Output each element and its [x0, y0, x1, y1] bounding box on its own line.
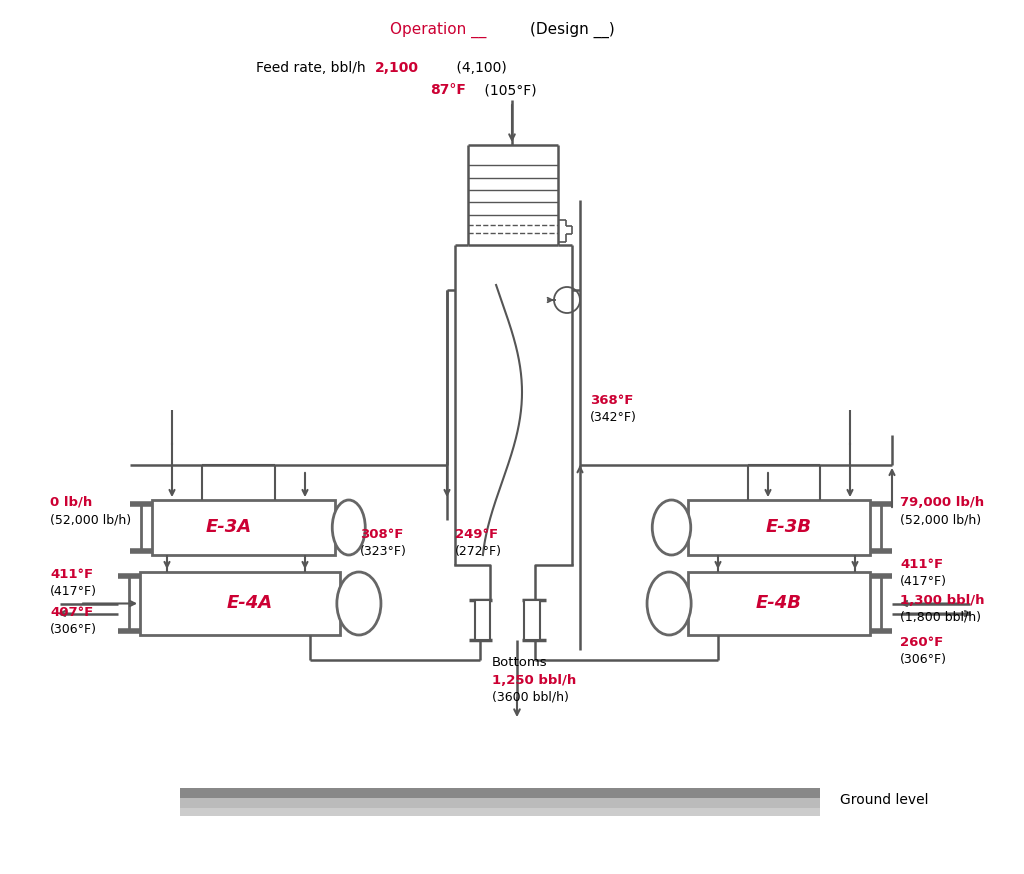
Text: 87°F: 87°F [430, 83, 466, 97]
Text: (323°F): (323°F) [360, 545, 407, 558]
Bar [140, 572, 340, 635]
Text: 411°F: 411°F [900, 558, 943, 572]
Text: 2,100: 2,100 [375, 61, 419, 75]
Text: (417°F): (417°F) [50, 586, 97, 599]
Text: (52,000 lb/h): (52,000 lb/h) [900, 514, 981, 526]
Text: 407°F: 407°F [50, 607, 93, 620]
Text: Feed rate, bbl/h: Feed rate, bbl/h [256, 61, 370, 75]
Bar [688, 500, 870, 555]
Text: 260°F: 260°F [900, 635, 943, 649]
Text: Operation __: Operation __ [390, 22, 486, 38]
Text: (272°F): (272°F) [455, 545, 502, 558]
Ellipse shape [652, 500, 691, 555]
Text: (Design __): (Design __) [530, 22, 614, 38]
Ellipse shape [647, 572, 691, 635]
Ellipse shape [332, 500, 366, 555]
Text: (3600 bbl/h): (3600 bbl/h) [492, 690, 569, 704]
Text: E-4B: E-4B [756, 594, 802, 613]
Bar [688, 572, 870, 635]
Text: E-4A: E-4A [227, 594, 273, 613]
Bar [180, 798, 820, 808]
Bar [180, 808, 820, 816]
Text: (342°F): (342°F) [590, 412, 637, 425]
Text: 411°F: 411°F [50, 568, 93, 581]
Bar [152, 500, 335, 555]
Text: 249°F: 249°F [455, 529, 498, 542]
Text: 1,300 bbl/h: 1,300 bbl/h [900, 593, 984, 607]
Text: (105°F): (105°F) [480, 83, 537, 97]
Bar [475, 600, 490, 640]
Text: (52,000 lb/h): (52,000 lb/h) [50, 514, 131, 526]
Text: 79,000 lb/h: 79,000 lb/h [900, 496, 984, 509]
Text: (306°F): (306°F) [50, 623, 97, 636]
Bar [524, 600, 540, 640]
Ellipse shape [337, 572, 381, 635]
Text: 0 lb/h: 0 lb/h [50, 496, 92, 509]
Text: (306°F): (306°F) [900, 653, 947, 665]
Text: E-3B: E-3B [766, 518, 812, 537]
Text: Ground level: Ground level [840, 793, 929, 807]
Text: (1,800 bbl/h): (1,800 bbl/h) [900, 611, 981, 623]
Text: 308°F: 308°F [360, 529, 403, 542]
Text: (4,100): (4,100) [452, 61, 507, 75]
Text: 368°F: 368°F [590, 393, 634, 406]
Text: (417°F): (417°F) [900, 575, 947, 588]
Text: 1,250 bbl/h: 1,250 bbl/h [492, 674, 577, 686]
Text: Bottoms: Bottoms [492, 656, 548, 669]
Bar [180, 788, 820, 798]
Text: E-3A: E-3A [206, 518, 252, 537]
